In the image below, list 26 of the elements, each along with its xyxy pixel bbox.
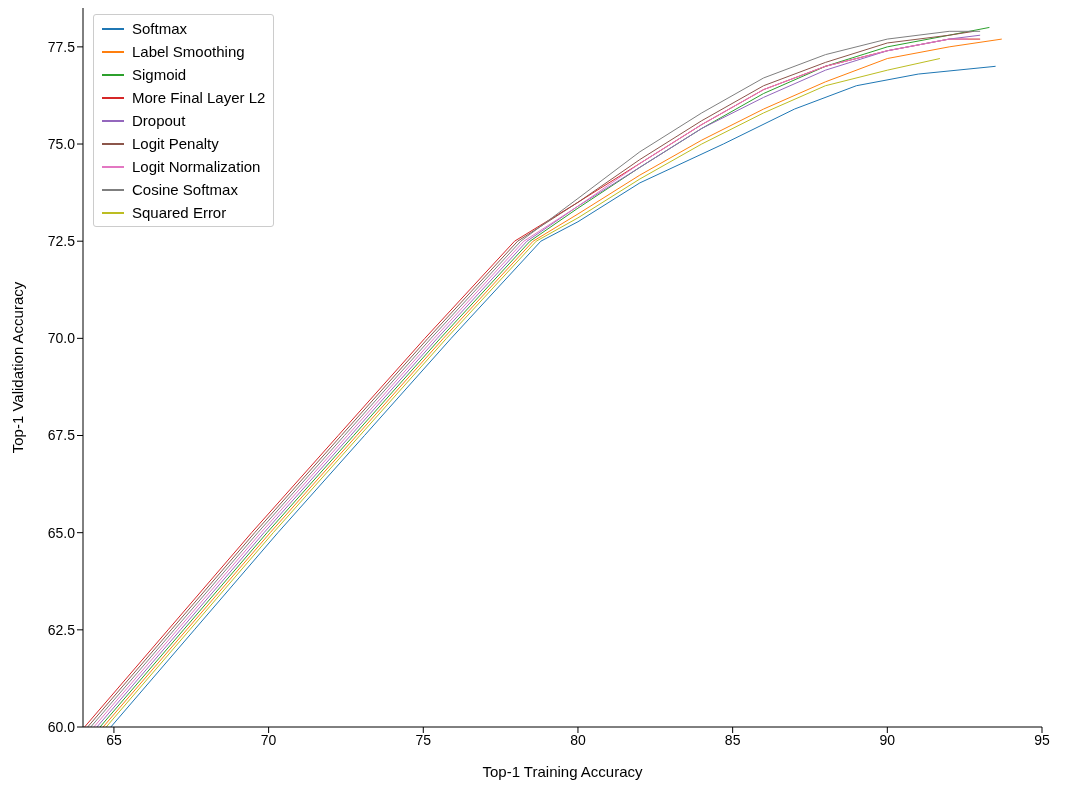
legend-label: Logit Normalization <box>132 158 261 175</box>
y-tick-label: 70.0 <box>47 330 76 347</box>
y-axis-title: Top-1 Validation Accuracy <box>9 281 27 454</box>
legend-label: Softmax <box>132 20 188 37</box>
x-tick-label: 75 <box>415 731 432 748</box>
x-tick-label: 90 <box>879 731 896 748</box>
legend-label: Dropout <box>132 112 186 129</box>
y-tick-label: 67.5 <box>47 427 76 444</box>
x-axis-title: Top-1 Training Accuracy <box>482 763 644 780</box>
x-tick-label: 85 <box>724 731 741 748</box>
y-tick-label: 77.5 <box>47 38 76 55</box>
x-tick-label: 65 <box>106 731 122 748</box>
y-tick-label: 65.0 <box>47 524 76 541</box>
y-tick-label: 60.0 <box>47 718 76 735</box>
legend-label: Label Smoothing <box>132 43 245 60</box>
legend-label: Cosine Softmax <box>132 181 238 198</box>
legend-label: Squared Error <box>132 204 227 221</box>
x-tick-label: 70 <box>260 731 277 748</box>
legend-label: Logit Penalty <box>132 135 219 152</box>
y-tick-label: 75.0 <box>47 136 76 152</box>
x-tick-label: 80 <box>570 731 586 748</box>
y-tick-label: 62.5 <box>47 621 76 638</box>
y-tick-label: 72.5 <box>47 233 76 250</box>
legend-label: More Final Layer L2 <box>132 89 266 106</box>
legend-label: Sigmoid <box>132 66 187 83</box>
x-tick-label: 95 <box>1034 731 1050 748</box>
